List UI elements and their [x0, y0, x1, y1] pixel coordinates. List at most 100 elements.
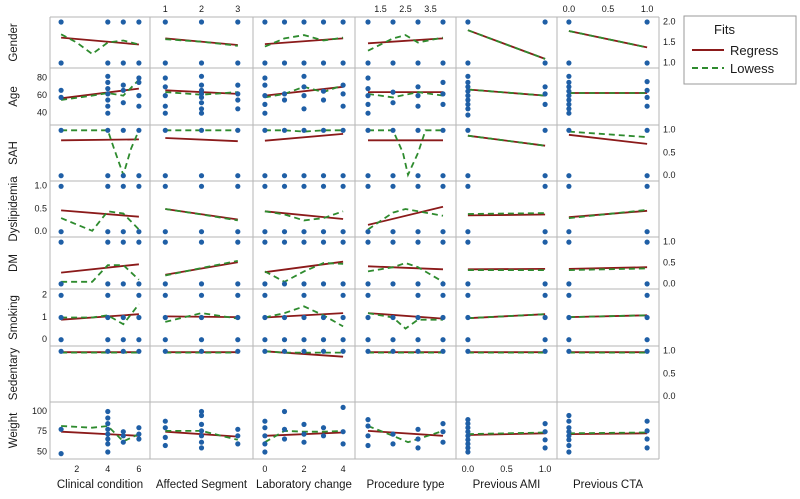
lowess-line [165, 91, 238, 96]
y-tick-label: 0.0 [663, 170, 676, 180]
data-point [105, 183, 111, 189]
data-point [320, 314, 327, 321]
data-point [415, 173, 421, 179]
y-tick-label: 0.5 [663, 257, 676, 267]
data-point [440, 281, 446, 287]
data-point [440, 173, 446, 179]
data-point [566, 173, 572, 179]
data-point [120, 82, 126, 88]
axis-labels: Clinical condition 2 4 6 Affected Segment 1 2 3… [8, 4, 675, 491]
data-point [301, 337, 307, 343]
data-point [262, 441, 268, 447]
data-point [58, 87, 64, 93]
x-tick-label: 2 [301, 464, 306, 474]
x-tick-label: 2 [199, 4, 204, 14]
data-point [365, 281, 371, 287]
data-point [105, 97, 111, 103]
data-point [120, 19, 126, 25]
cell-weight-vs-procedure-type [365, 417, 446, 451]
data-point [566, 442, 572, 449]
data-point [320, 173, 327, 179]
y-tick-label: 0 [42, 334, 47, 344]
data-point [162, 173, 168, 179]
data-point [281, 229, 288, 235]
y-label: Dyslipidemia [8, 176, 20, 242]
data-point [390, 127, 396, 133]
data-point [58, 60, 64, 66]
lowess-line [60, 210, 140, 232]
cell-smoking-vs-laboratory-change [262, 292, 346, 343]
data-point [644, 428, 650, 434]
data-point [136, 183, 142, 189]
data-point [136, 431, 142, 437]
data-point [281, 127, 288, 133]
data-point [320, 337, 327, 343]
data-point [301, 348, 307, 354]
data-point [136, 348, 142, 354]
data-point [105, 60, 111, 66]
data-point [365, 433, 371, 439]
data-point [262, 418, 268, 424]
data-point [320, 433, 327, 439]
x-tick-label: 1 [163, 4, 168, 14]
lowess-line [568, 267, 648, 271]
cell-gender-vs-clinical-condition [58, 19, 142, 66]
cell-sah-vs-affected-segment [162, 127, 241, 179]
data-point [644, 79, 650, 85]
x-label: Laboratory change [256, 479, 352, 491]
data-point [136, 229, 142, 235]
data-point [365, 86, 371, 92]
data-point [136, 19, 142, 25]
cell-age-vs-previous-cta [566, 73, 650, 116]
data-point [566, 314, 572, 321]
y-tick-label: 1.0 [663, 57, 676, 67]
data-point [415, 127, 421, 133]
cell-gender-vs-previous-cta [566, 19, 650, 66]
data-point [465, 433, 471, 439]
data-point [320, 239, 327, 245]
data-point [301, 314, 307, 321]
data-point [440, 337, 446, 343]
regress-line [568, 266, 648, 270]
data-point [162, 442, 168, 449]
y-label: Age [8, 86, 20, 106]
data-point [440, 19, 446, 25]
data-point [58, 292, 64, 298]
data-point [162, 348, 168, 354]
x-tick-label: 0.0 [563, 4, 576, 14]
data-point [301, 292, 307, 298]
data-point [162, 425, 168, 431]
data-point [198, 60, 205, 66]
data-point [235, 229, 241, 235]
data-point [58, 451, 64, 457]
data-point [365, 110, 371, 116]
data-point [415, 60, 421, 66]
data-point [120, 60, 126, 66]
data-point [281, 348, 288, 354]
data-point [281, 97, 288, 103]
data-point [566, 412, 572, 419]
data-point [120, 348, 126, 354]
data-point [198, 292, 205, 298]
data-point [390, 348, 396, 354]
y-label: Gender [8, 23, 20, 62]
data-point [162, 60, 168, 66]
data-point [644, 337, 650, 343]
regress-line [61, 138, 139, 142]
y-tick-label: 80 [37, 72, 47, 82]
data-point [235, 183, 241, 189]
data-point [542, 292, 548, 298]
data-point [566, 239, 572, 245]
data-point [262, 75, 268, 81]
data-point [644, 19, 650, 25]
data-point [136, 103, 142, 109]
data-point [340, 429, 346, 435]
lowess-line [367, 425, 444, 444]
data-point [542, 437, 548, 443]
data-point [465, 281, 471, 287]
cell-dyslipidemia-vs-clinical-condition [58, 183, 142, 235]
x-tick-label: 2.5 [399, 4, 412, 14]
data-point [262, 292, 268, 298]
lowess-line [367, 34, 444, 52]
data-point [465, 97, 471, 103]
